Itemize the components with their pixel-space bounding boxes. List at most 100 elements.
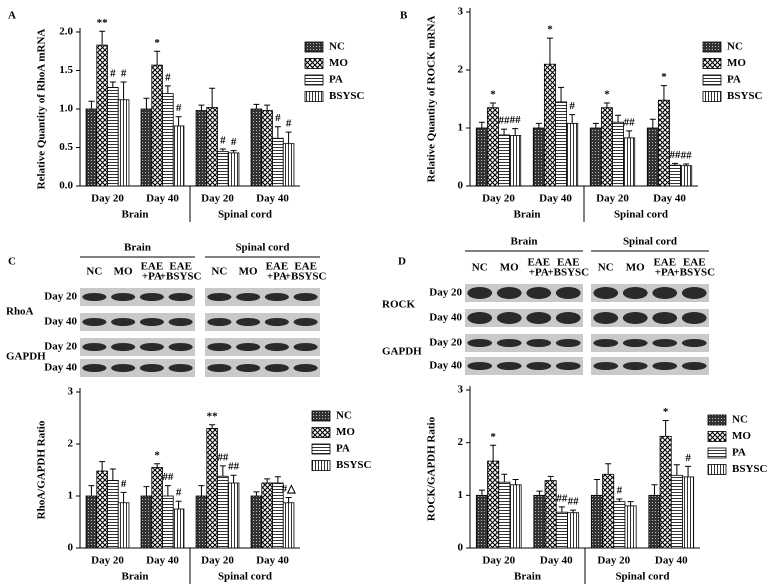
bar	[282, 502, 295, 549]
bar	[657, 99, 670, 187]
region-label: Spinal cord	[235, 242, 289, 254]
blot-band	[139, 318, 164, 326]
blot-band	[652, 287, 678, 299]
bar	[107, 479, 119, 549]
significance-label: #△	[282, 483, 297, 495]
lane-label: EAE	[266, 261, 289, 273]
group-label: Spinal cord	[614, 209, 668, 221]
error-bar	[547, 475, 554, 481]
legend-swatch	[304, 91, 324, 102]
legend-label: BSYSC	[732, 463, 768, 475]
significance-label: ##	[624, 116, 636, 128]
bar	[206, 107, 218, 187]
blot-band	[207, 318, 232, 326]
blot-band	[593, 287, 619, 299]
y-tick-label: 0	[458, 180, 464, 192]
bar	[567, 512, 580, 549]
error-bar	[478, 121, 485, 128]
blot-band	[467, 362, 493, 370]
x-tick-label: Day 40	[540, 555, 573, 567]
group-label: Brain	[514, 571, 541, 583]
lane-label: NC	[86, 266, 102, 278]
y-axis-label: Relative Quantity of RhoA mRNA	[36, 29, 48, 190]
error-bar	[603, 102, 610, 108]
blot-band	[681, 339, 707, 347]
blot-band	[526, 362, 552, 370]
blot-band	[236, 343, 261, 351]
blot-band	[593, 339, 619, 347]
bar	[624, 505, 637, 549]
error-bar	[274, 126, 281, 139]
error-bar	[219, 465, 226, 477]
bar	[669, 164, 682, 187]
error-bar	[230, 150, 237, 153]
panel-label: A	[8, 10, 16, 22]
bar	[140, 108, 153, 187]
group-label: Spinal cord	[615, 571, 669, 583]
bar	[217, 150, 229, 187]
bar	[566, 122, 579, 187]
error-bar	[683, 163, 690, 166]
blot-band	[555, 287, 581, 299]
blot-strip	[591, 284, 709, 302]
x-tick-label: Day 20	[91, 555, 124, 567]
bar	[162, 93, 174, 187]
error-bar	[660, 85, 667, 101]
x-tick-label: Day 20	[91, 193, 124, 205]
row-label: Day 40	[44, 316, 77, 328]
legend-swatch	[707, 414, 727, 426]
legend-label: PA	[732, 447, 746, 459]
legend-swatch	[311, 410, 331, 422]
error-bar	[558, 86, 565, 102]
blot-band	[82, 364, 107, 372]
error-bar	[120, 81, 127, 100]
legend-label: BSYSC	[727, 90, 763, 102]
lane-label: EAE	[527, 257, 550, 269]
panel-label: B	[400, 10, 408, 22]
y-tick-label: 0.0	[59, 180, 73, 192]
blot-band	[622, 362, 648, 370]
error-bar	[535, 122, 542, 128]
y-tick-label: 1	[458, 489, 464, 501]
legend-label: PA	[329, 74, 343, 86]
y-tick-label: 2	[68, 438, 74, 450]
significance-label: #	[165, 71, 171, 83]
region-label: Brain	[511, 236, 538, 248]
x-tick-label: Day 40	[256, 555, 289, 567]
x-tick-label: Day 20	[596, 193, 629, 205]
bar	[498, 481, 511, 549]
error-bar	[109, 468, 116, 481]
significance-label: #	[569, 100, 575, 112]
blot-band	[111, 318, 136, 326]
error-bar	[478, 489, 485, 496]
significance-label: #	[231, 136, 237, 148]
error-bar	[490, 444, 497, 462]
legend-swatch	[707, 447, 727, 459]
lane-label: EAE	[141, 261, 164, 273]
bar	[475, 127, 488, 187]
lane-label: +BSYSC	[673, 267, 715, 279]
blot-band	[293, 343, 318, 351]
error-bar	[143, 97, 150, 109]
bar	[475, 494, 488, 549]
significance-label: #	[275, 112, 281, 124]
lane-label: +PA	[655, 267, 675, 279]
error-bar	[253, 491, 260, 496]
significance-label: **	[207, 410, 219, 422]
bar	[85, 108, 98, 187]
blot-strip	[465, 357, 583, 375]
blot-band	[526, 287, 552, 299]
lane-label: +PA	[529, 267, 549, 279]
bar	[140, 495, 153, 549]
significance-label: **	[97, 17, 109, 29]
y-tick-label: 2.0	[59, 26, 73, 38]
region-label: Brain	[124, 242, 151, 254]
lane-label: +PA	[142, 271, 162, 283]
blot-band	[526, 339, 552, 347]
legend-label: PA	[727, 74, 741, 86]
bar	[486, 107, 499, 187]
error-bar	[512, 479, 519, 485]
blot-band	[681, 312, 707, 324]
blot-band	[264, 318, 289, 326]
